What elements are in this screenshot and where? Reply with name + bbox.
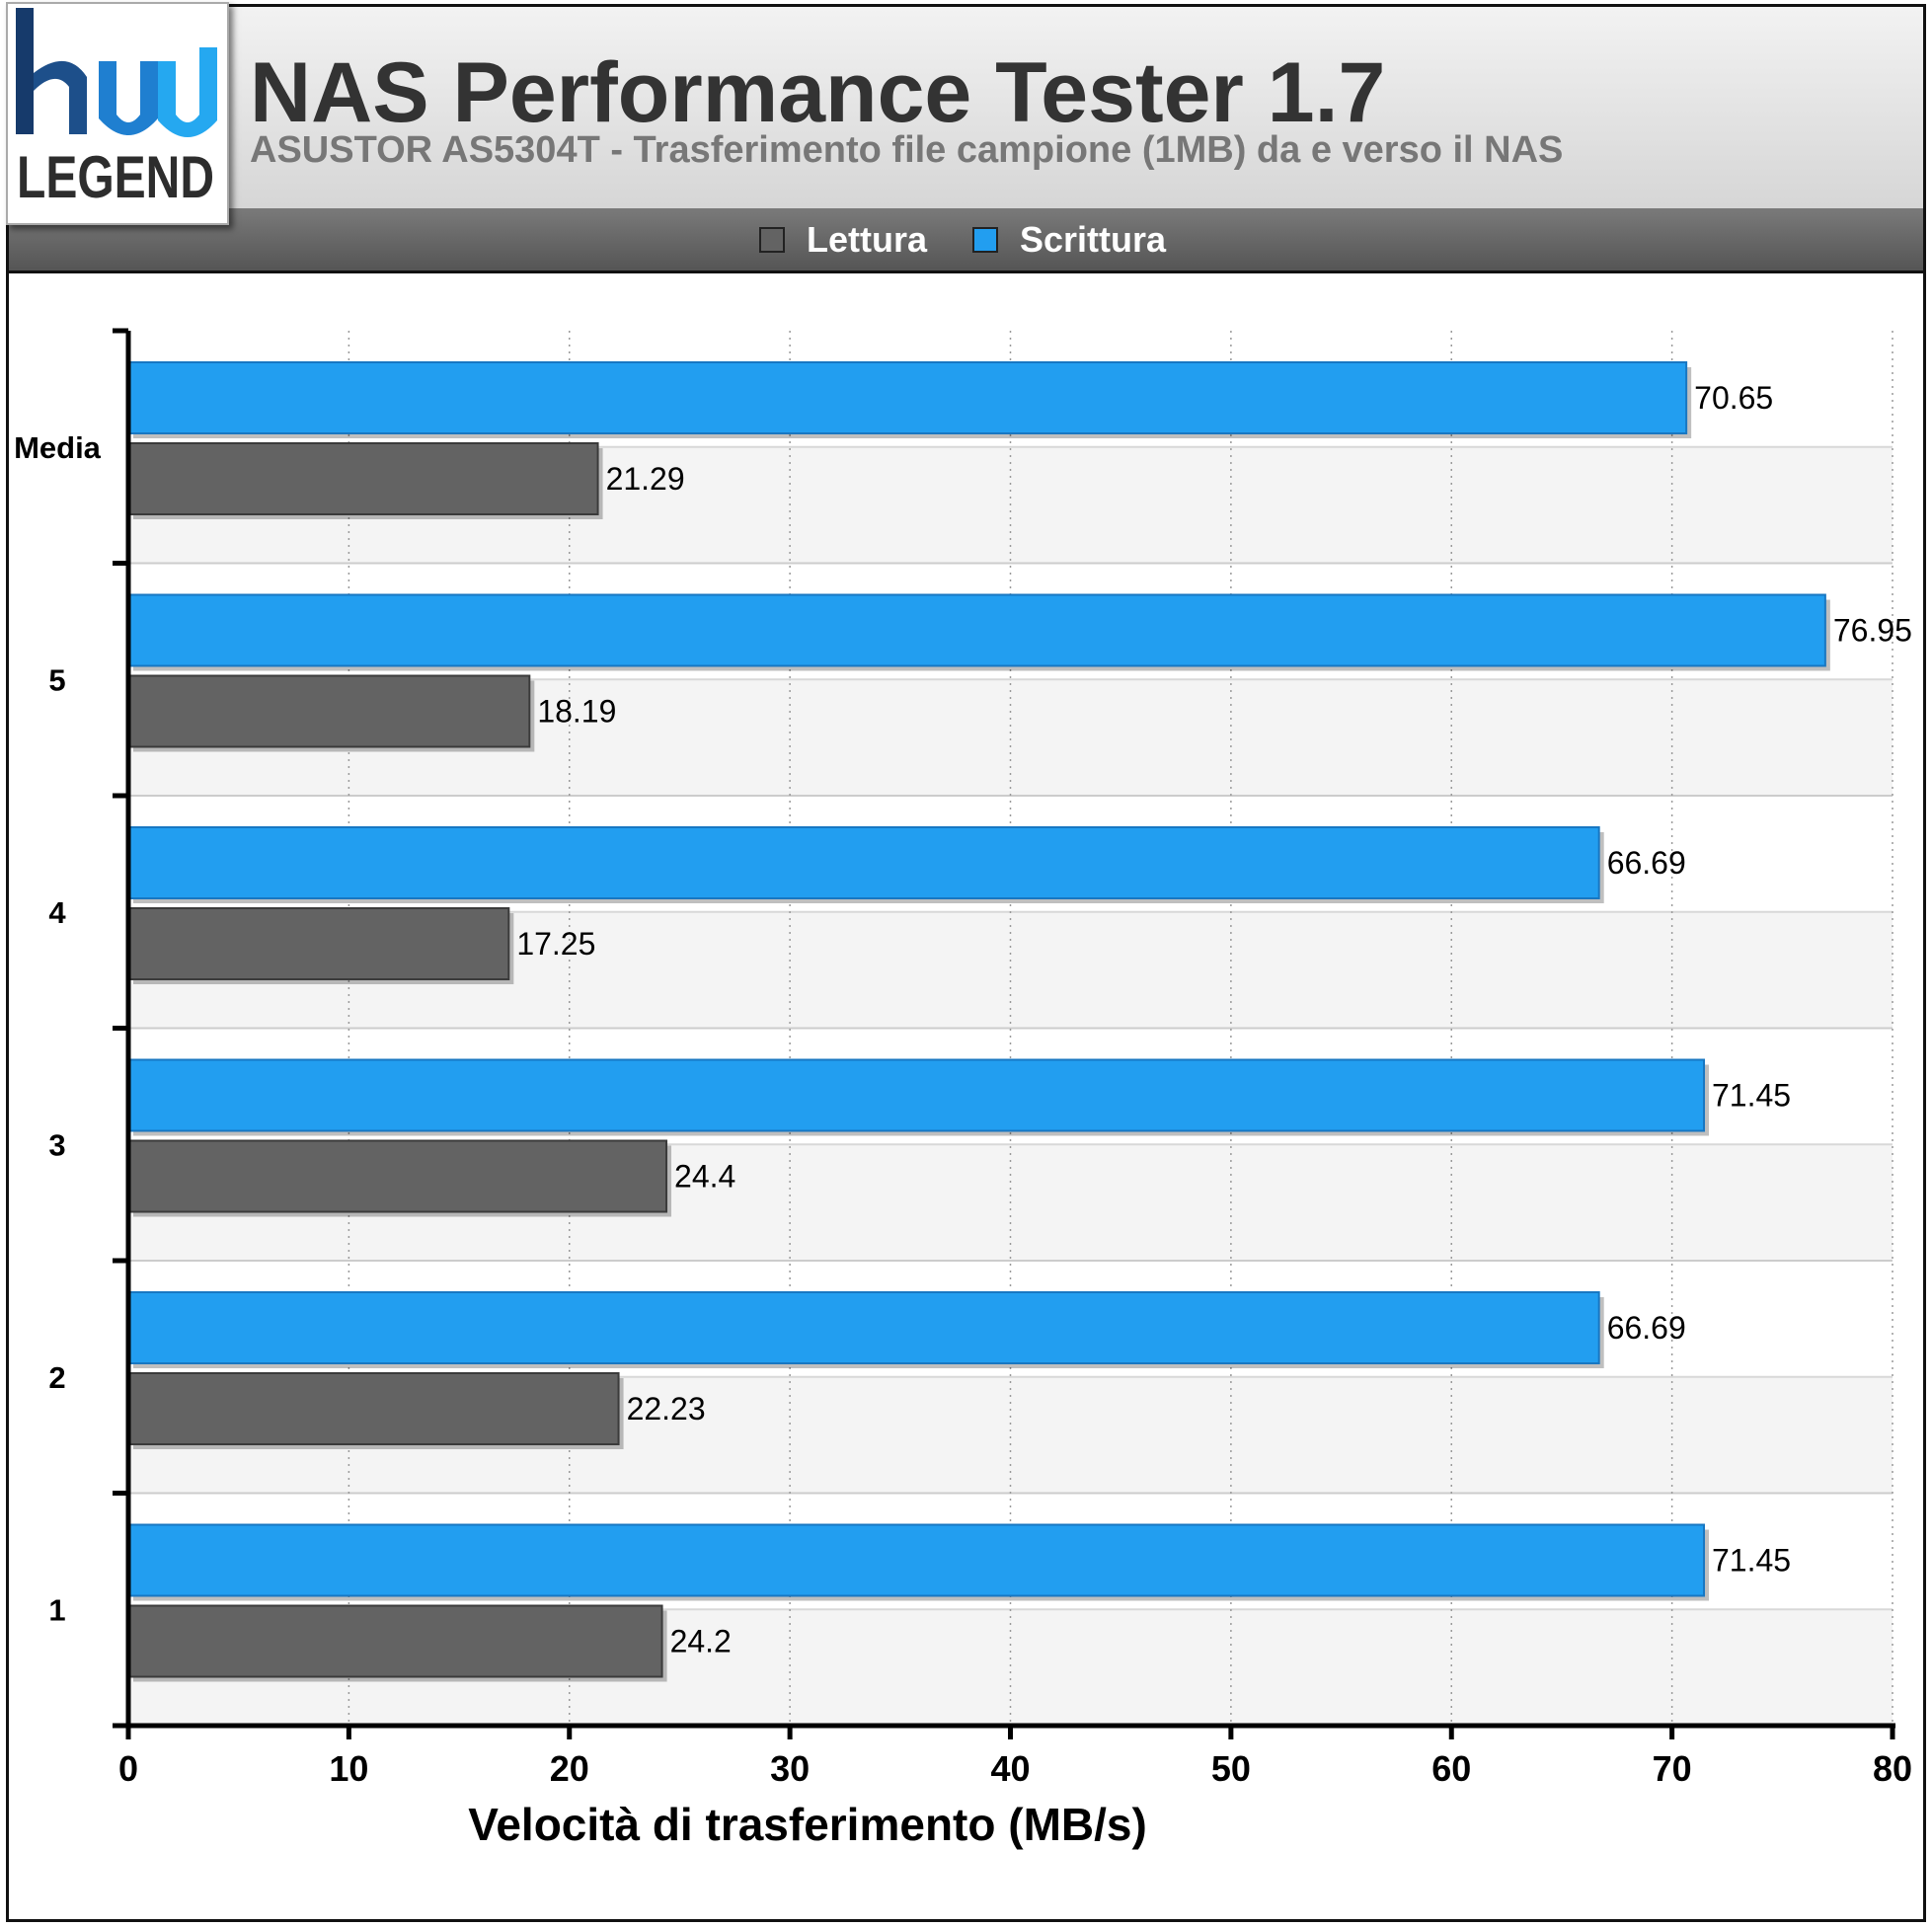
value-label-scrittura: 70.65 (1694, 380, 1773, 416)
category-label: 5 (48, 662, 65, 697)
x-tick-label: 10 (329, 1748, 368, 1789)
legend-label-scrittura: Scrittura (1020, 218, 1167, 260)
category-label: 2 (48, 1360, 65, 1395)
bar-scrittura (127, 1523, 1706, 1597)
x-axis-title: Velocità di trasferimento (MB/s) (468, 1799, 1147, 1850)
legend: Lettura Scrittura (9, 208, 1923, 273)
value-label-scrittura: 66.69 (1607, 845, 1686, 881)
x-tick-label: 70 (1653, 1748, 1692, 1789)
bar-lettura (127, 1604, 663, 1678)
x-tick-label: 60 (1431, 1748, 1471, 1789)
chart-subtitle: ASUSTOR AS5304T - Trasferimento file cam… (250, 129, 1564, 171)
legend-item-lettura[interactable]: Lettura (759, 208, 927, 270)
value-label-scrittura: 71.45 (1712, 1078, 1791, 1114)
grid-lines (348, 331, 1893, 1726)
bar-scrittura (127, 593, 1826, 667)
chart-title: NAS Performance Tester 1.7 (250, 45, 1386, 140)
logo-graphic: LEGEND (16, 8, 217, 210)
bar-lettura (127, 1139, 668, 1213)
chart-header: NAS Performance Tester 1.7 ASUSTOR AS530… (9, 7, 1923, 211)
value-label-lettura: 22.23 (627, 1391, 706, 1427)
x-tick-label: 50 (1211, 1748, 1251, 1789)
x-tick-label: 0 (118, 1748, 138, 1789)
axes: 0 10 20 30 40 50 60 70 80 (113, 328, 1912, 1789)
value-label-scrittura: 76.95 (1833, 613, 1912, 649)
value-label-lettura: 24.2 (670, 1624, 732, 1659)
value-label-scrittura: 66.69 (1607, 1310, 1686, 1346)
legend-item-scrittura[interactable]: Scrittura (972, 208, 1166, 270)
labels: 70.65 21.29 Media 76.95 18.19 5 66.69 17.25 4 71.… (14, 380, 1912, 1659)
legend-label-lettura: Lettura (807, 218, 928, 260)
legend-swatch-scrittura (972, 226, 998, 253)
bar-scrittura (127, 1291, 1600, 1364)
bar-lettura (127, 907, 510, 980)
x-tick-label: 20 (550, 1748, 589, 1789)
value-label-lettura: 18.19 (537, 694, 616, 730)
bar-lettura (127, 1372, 620, 1445)
x-tick-label: 80 (1873, 1748, 1912, 1789)
svg-text:LEGEND: LEGEND (17, 144, 214, 210)
value-label-lettura: 24.4 (674, 1159, 735, 1195)
x-tick-label: 30 (770, 1748, 810, 1789)
bar-lettura (127, 674, 531, 748)
value-label-scrittura: 71.45 (1712, 1543, 1791, 1579)
bar-scrittura (127, 361, 1688, 434)
value-label-lettura: 17.25 (516, 926, 595, 962)
category-label: 3 (48, 1127, 65, 1162)
x-tick-label: 40 (990, 1748, 1030, 1789)
category-label: 4 (48, 895, 66, 930)
bar-scrittura (127, 1058, 1706, 1132)
category-label: Media (14, 430, 102, 465)
value-label-lettura: 21.29 (606, 461, 685, 497)
bar-lettura (127, 442, 599, 515)
bar-scrittura (127, 826, 1600, 899)
bars (127, 361, 1830, 1682)
category-label: 1 (48, 1592, 65, 1627)
hwlegend-logo: LEGEND (6, 2, 229, 225)
legend-swatch-lettura (759, 226, 785, 253)
